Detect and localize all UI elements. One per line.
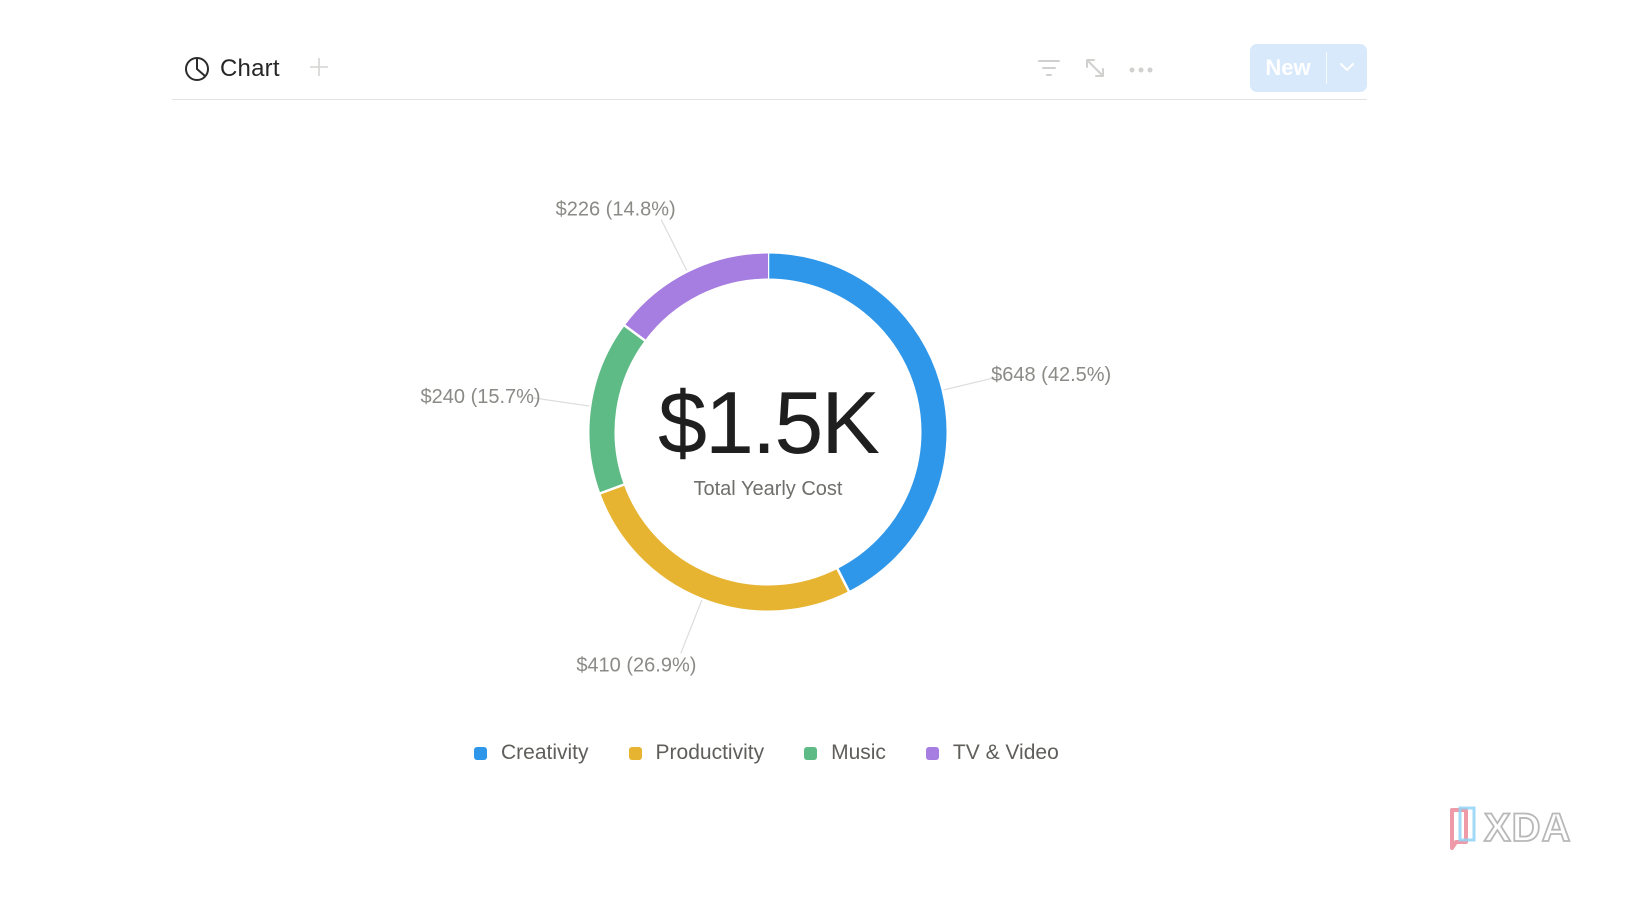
more-horizontal-icon — [1128, 61, 1154, 79]
legend-label: Creativity — [501, 741, 589, 764]
data-label-music: $240 (15.7%) — [421, 386, 541, 408]
plus-icon — [308, 56, 330, 83]
donut-slice-tv-video[interactable] — [624, 253, 769, 341]
svg-text:XDA: XDA — [1484, 806, 1571, 850]
donut-slice-separator — [835, 567, 851, 593]
legend-item-tv-video[interactable]: TV & Video — [925, 741, 1059, 765]
view-tab-label: Chart — [220, 55, 280, 82]
label-leader-music — [532, 397, 590, 407]
donut-slice-creativity[interactable] — [767, 253, 947, 592]
chart-legend: Creativity Productivity Music TV & Video — [474, 738, 1099, 768]
legend-label: Music — [831, 741, 886, 764]
donut-slice-separator — [598, 483, 626, 495]
legend-item-music[interactable]: Music — [804, 741, 886, 765]
data-label-tv-video: $226 (14.8%) — [556, 199, 676, 221]
new-button-group: New — [1250, 44, 1367, 92]
legend-label: Productivity — [655, 741, 765, 764]
expand-icon — [1084, 57, 1106, 84]
chart-center-caption: Total Yearly Cost — [694, 478, 843, 500]
more-options-button[interactable] — [1125, 54, 1157, 86]
new-button-divider — [1326, 52, 1327, 84]
new-button[interactable]: New — [1265, 55, 1311, 80]
legend-label: TV & Video — [952, 741, 1059, 764]
xda-logo: XDA — [1448, 804, 1608, 859]
add-view-button[interactable] — [304, 54, 334, 84]
label-leader-creativity — [943, 375, 1000, 391]
donut-slice-music[interactable] — [589, 325, 645, 494]
legend-swatch — [474, 746, 487, 760]
new-dropdown-button[interactable] — [1327, 44, 1367, 92]
legend-swatch — [804, 746, 818, 760]
label-leader-tv-video — [660, 219, 688, 272]
legend-item-productivity[interactable]: Productivity — [628, 741, 765, 765]
donut-slice-separator — [623, 323, 647, 343]
pie-chart-icon — [184, 56, 210, 82]
view-tab-chart[interactable]: Chart — [184, 52, 280, 86]
database-toolbar: Chart — [172, 40, 1367, 100]
label-leader-productivity — [680, 599, 703, 654]
legend-swatch — [628, 746, 642, 760]
expand-button[interactable] — [1079, 54, 1111, 86]
filter-button[interactable] — [1033, 54, 1065, 86]
chevron-down-icon — [1339, 59, 1355, 77]
data-label-creativity: $648 (42.5%) — [991, 364, 1111, 386]
chart-center-value: $1.5K — [658, 373, 879, 472]
legend-item-creativity[interactable]: Creativity — [474, 741, 589, 765]
donut-slice-productivity[interactable] — [600, 484, 849, 611]
data-label-productivity: $410 (26.9%) — [576, 655, 696, 677]
filter-icon — [1037, 58, 1061, 83]
donut-chart: $648 (42.5%) $410 (26.9%) $240 (15.7%) $226… — [421, 199, 1112, 677]
legend-swatch — [925, 746, 939, 760]
